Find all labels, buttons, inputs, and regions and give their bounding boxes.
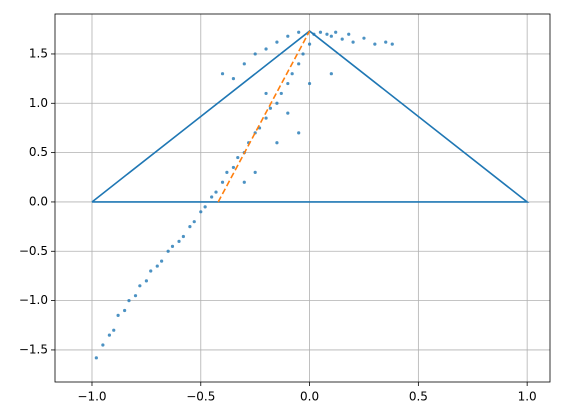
point <box>94 356 98 360</box>
point <box>275 141 279 145</box>
point <box>264 91 268 96</box>
point <box>203 205 207 209</box>
y-tick-label: 1.5 <box>29 46 48 60</box>
point <box>160 259 164 263</box>
point <box>329 34 333 38</box>
point <box>286 34 290 38</box>
point <box>107 333 111 337</box>
point <box>297 62 301 66</box>
point <box>297 30 301 34</box>
point <box>275 40 279 44</box>
y-tick-label: −1.0 <box>19 293 48 307</box>
point <box>325 32 329 36</box>
x-tick-label: 0.5 <box>409 390 428 404</box>
point <box>286 81 290 86</box>
point <box>101 343 105 347</box>
point <box>253 52 257 56</box>
point <box>144 279 148 283</box>
point <box>166 249 170 253</box>
y-tick-label: 0.5 <box>29 145 48 159</box>
point <box>318 30 323 34</box>
line <box>91 30 530 203</box>
x-tick-label: −1.0 <box>77 390 106 404</box>
point <box>279 91 283 96</box>
point <box>290 72 294 76</box>
point <box>362 36 366 40</box>
y-tick-label: −1.5 <box>19 342 48 356</box>
point <box>199 210 203 214</box>
point <box>242 180 246 184</box>
point <box>225 170 229 174</box>
point <box>231 77 236 81</box>
line <box>217 30 311 203</box>
point <box>181 234 185 239</box>
point <box>133 294 138 298</box>
point <box>214 190 218 194</box>
point <box>170 244 175 248</box>
point <box>149 269 153 273</box>
point <box>231 165 236 170</box>
point <box>275 101 279 105</box>
point <box>307 81 312 86</box>
point <box>351 40 355 44</box>
y-tick-label: −0.5 <box>19 244 48 258</box>
point <box>286 111 290 115</box>
point <box>236 155 240 160</box>
point <box>138 284 142 288</box>
point <box>268 106 273 110</box>
x-tick-label: 0.0 <box>300 390 319 404</box>
point <box>116 313 120 318</box>
y-tick-label: 0.0 <box>29 194 48 208</box>
point <box>155 264 159 268</box>
point <box>334 30 338 34</box>
point <box>253 170 257 174</box>
point <box>192 220 196 224</box>
axes-frame <box>54 13 551 383</box>
x-tick-label: −0.5 <box>186 390 215 404</box>
point <box>112 328 116 332</box>
point <box>307 42 312 46</box>
point <box>220 72 225 76</box>
point <box>329 72 333 76</box>
point <box>264 47 268 51</box>
point <box>264 116 268 120</box>
point <box>297 131 301 135</box>
point <box>373 42 377 46</box>
point <box>347 32 351 36</box>
point <box>188 225 192 229</box>
point <box>220 180 225 184</box>
point <box>242 62 246 66</box>
y-tick-label: 1.0 <box>29 96 48 110</box>
point <box>127 299 131 303</box>
x-tick-label: 1.0 <box>518 390 537 404</box>
point <box>301 52 305 56</box>
point <box>390 42 394 46</box>
point <box>123 308 127 313</box>
point <box>210 195 214 199</box>
point <box>177 239 181 244</box>
point <box>384 40 388 44</box>
point <box>340 37 344 41</box>
